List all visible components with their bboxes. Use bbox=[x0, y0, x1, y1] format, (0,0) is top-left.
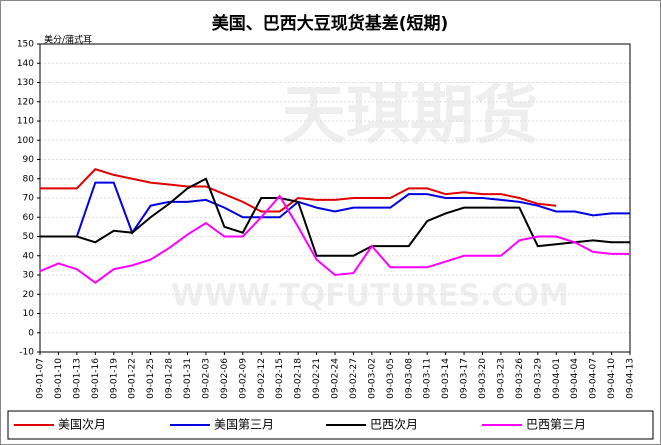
y-tick-label: 20 bbox=[23, 290, 35, 300]
y-tick-label: 50 bbox=[23, 232, 35, 242]
series-line bbox=[39, 194, 630, 284]
x-tick-label: 09-01-10 bbox=[54, 358, 64, 399]
series-line bbox=[40, 167, 557, 213]
x-tick-label: 09-04-10 bbox=[607, 358, 617, 399]
x-tick-label: 09-01-13 bbox=[72, 358, 82, 399]
x-tick-label: 09-03-14 bbox=[441, 358, 451, 399]
y-tick-label: 130 bbox=[17, 78, 34, 88]
legend-label: 美国次月 bbox=[58, 418, 106, 432]
y-tick-label: 150 bbox=[17, 40, 34, 50]
x-tick-label: 09-03-26 bbox=[515, 358, 525, 399]
legend-label: 美国第三月 bbox=[214, 418, 274, 432]
x-tick-label: 09-03-23 bbox=[496, 358, 506, 399]
y-tick-label: 70 bbox=[23, 194, 35, 204]
y-tick-label: 120 bbox=[17, 97, 34, 107]
x-tick-label: 09-04-01 bbox=[552, 358, 562, 399]
x-tick-label: 09-01-25 bbox=[146, 358, 156, 399]
x-tick-label: 09-02-21 bbox=[312, 358, 322, 399]
x-tick-label: 09-03-20 bbox=[478, 358, 488, 399]
legend bbox=[7, 410, 654, 440]
x-tick-label: 09-03-17 bbox=[460, 358, 470, 399]
watermark: WWW.TQFUTURES.COM bbox=[171, 279, 569, 314]
x-tick-label: 09-03-02 bbox=[367, 358, 377, 399]
y-tick-label: 40 bbox=[23, 251, 35, 261]
x-tick-label: 09-03-05 bbox=[386, 358, 396, 399]
x-tick-label: 09-04-13 bbox=[626, 358, 636, 399]
y-tick-label: 90 bbox=[23, 155, 35, 165]
x-tick-label: 09-02-12 bbox=[257, 358, 267, 399]
x-tick-label: 09-01-22 bbox=[128, 358, 138, 399]
legend-label: 巴西次月 bbox=[370, 418, 418, 432]
series-line bbox=[40, 177, 630, 257]
x-tick-label: 09-02-15 bbox=[275, 358, 285, 399]
y-tick-label: 60 bbox=[23, 213, 35, 223]
y-tick-label: 30 bbox=[23, 271, 35, 281]
x-tick-label: 09-01-07 bbox=[36, 358, 46, 399]
watermark: 天琪期货 bbox=[282, 80, 538, 154]
y-tick-label: 0 bbox=[28, 328, 34, 338]
x-tick-label: 09-01-19 bbox=[109, 358, 119, 399]
y-tick-label: 100 bbox=[17, 136, 34, 146]
y-tick-label: 80 bbox=[23, 174, 35, 184]
y-tick-label: -10 bbox=[19, 348, 34, 358]
chart-title: 美国、巴西大豆现货基差(短期) bbox=[212, 13, 449, 34]
x-tick-label: 09-01-16 bbox=[91, 358, 101, 399]
x-tick-label: 09-04-04 bbox=[570, 358, 580, 399]
x-tick-label: 09-02-06 bbox=[220, 358, 230, 399]
x-tick-label: 09-01-28 bbox=[165, 358, 175, 399]
x-tick-label: 09-01-31 bbox=[183, 358, 193, 399]
x-tick-label: 09-02-03 bbox=[201, 358, 211, 399]
y-tick-label: 110 bbox=[17, 117, 34, 127]
x-tick-label: 09-03-08 bbox=[404, 358, 414, 399]
x-tick-label: 09-03-29 bbox=[533, 358, 543, 399]
x-tick-label: 09-02-24 bbox=[331, 358, 341, 399]
x-tick-label: 09-02-27 bbox=[349, 358, 359, 399]
y-tick-label: 10 bbox=[23, 309, 35, 319]
x-tick-label: 09-04-07 bbox=[589, 358, 599, 399]
x-tick-label: 09-03-11 bbox=[423, 358, 433, 399]
x-tick-label: 09-02-18 bbox=[294, 358, 304, 399]
y-tick-label: 140 bbox=[17, 59, 34, 69]
y-axis-label: 美分/蒲式耳 bbox=[44, 34, 92, 46]
legend-label: 巴西第三月 bbox=[526, 418, 586, 432]
series-line bbox=[40, 181, 630, 238]
x-tick-label: 09-02-09 bbox=[238, 358, 248, 399]
